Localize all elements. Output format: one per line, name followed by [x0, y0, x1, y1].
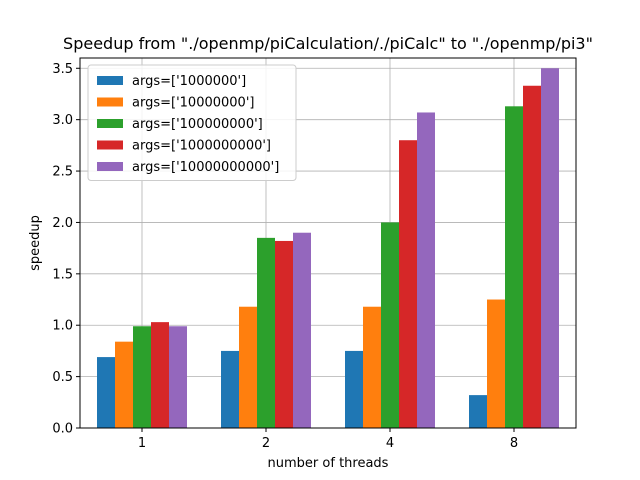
y-tick-label: 1.5 — [52, 267, 73, 282]
legend-swatch — [97, 97, 123, 107]
y-axis-label: speedup — [28, 215, 43, 271]
y-tick-label: 3.5 — [52, 62, 73, 77]
y-tick-label: 1.0 — [52, 319, 73, 334]
x-tick-label: 2 — [262, 436, 270, 451]
bar — [399, 140, 417, 428]
chart-title: Speedup from "./openmp/piCalculation/./p… — [63, 34, 593, 53]
bar — [345, 350, 363, 428]
legend-label: args=['1000000000'] — [132, 139, 271, 154]
bar — [97, 357, 115, 428]
bar — [541, 68, 559, 429]
bar — [133, 326, 151, 428]
ticks-layer: 0.0 0.5 1.0 1.5 2.0 2.5 3.0 3.5 1 2 4 8 — [52, 62, 518, 451]
y-tick-label: 0.5 — [52, 370, 73, 385]
bar — [417, 112, 435, 428]
legend: args=['1000000'] args=['10000000'] args=['… — [87, 64, 297, 181]
plot-frame — [79, 57, 577, 429]
bar — [381, 222, 399, 428]
x-tick-label: 4 — [386, 436, 394, 451]
y-tick-label: 0.0 — [52, 422, 73, 437]
y-tick-label: 2.0 — [52, 216, 73, 231]
bars-layer — [97, 68, 559, 429]
bar — [469, 395, 487, 428]
legend-label: args=['10000000'] — [132, 96, 254, 111]
legend-swatch — [97, 162, 123, 171]
legend-swatch — [97, 76, 123, 85]
y-tick-label: 3.0 — [52, 113, 73, 128]
x-tick-label: 8 — [510, 436, 518, 451]
x-axis-label: number of threads — [268, 456, 389, 471]
legend-label: args=['100000000'] — [132, 117, 263, 132]
bar — [257, 237, 275, 428]
bar — [505, 106, 523, 429]
x-tick-label: 1 — [138, 436, 146, 451]
legend-swatch — [97, 119, 123, 128]
bar — [363, 306, 381, 428]
legend-box — [87, 64, 297, 181]
legend-label: args=['1000000'] — [132, 74, 246, 89]
bar — [221, 350, 239, 428]
legend-swatch — [97, 140, 123, 150]
bar — [115, 341, 133, 428]
bar — [275, 240, 293, 428]
legend-label: args=['10000000000'] — [132, 160, 279, 175]
y-tick-label: 2.5 — [52, 165, 73, 180]
bar — [239, 306, 257, 428]
bar — [293, 232, 311, 428]
bar — [169, 326, 187, 428]
bar — [487, 299, 505, 428]
bar — [151, 322, 169, 428]
bar — [523, 85, 541, 428]
